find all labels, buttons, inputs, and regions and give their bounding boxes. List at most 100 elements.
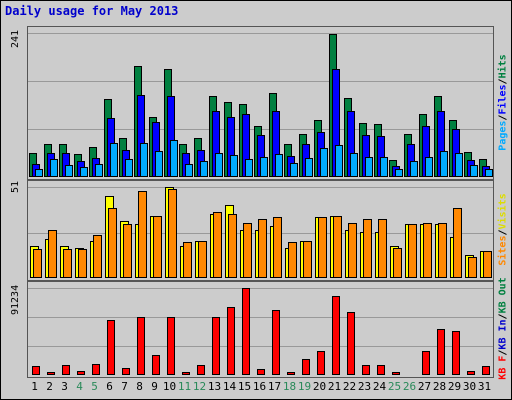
sites-bar — [198, 241, 207, 278]
kb-f-bar — [242, 288, 250, 375]
legend-separator: / — [497, 313, 509, 320]
pages-bar — [125, 159, 133, 177]
pages-bar — [290, 163, 298, 177]
legend-separator: / — [497, 349, 509, 356]
kb-f-bar — [452, 331, 460, 375]
sites-bar — [483, 251, 492, 278]
x-tick-label: 22 — [342, 380, 357, 393]
pages-bar — [50, 159, 58, 177]
pages-bar — [395, 169, 403, 177]
x-tick-label: 5 — [91, 380, 98, 393]
sites-bar — [273, 217, 282, 278]
kb-f-bar — [77, 371, 85, 375]
kb-f-bar — [62, 365, 70, 375]
sites-bar — [288, 242, 297, 278]
kb-f-bar — [152, 355, 160, 375]
x-tick-label: 15 — [237, 380, 252, 393]
pages-bar — [110, 143, 118, 177]
x-tick-label: 21 — [327, 380, 342, 393]
kb-f-bar — [257, 369, 265, 375]
sites-bar — [303, 241, 312, 278]
kb-f-bar — [482, 366, 490, 375]
legend-sites: Sites — [497, 235, 509, 266]
kb-f-bar — [302, 359, 310, 375]
x-tick-label: 14 — [222, 380, 237, 393]
sites-bar — [378, 219, 387, 278]
pages-bar — [275, 154, 283, 177]
kb-f-bar — [122, 368, 130, 375]
x-tick-label: 29 — [447, 380, 462, 393]
x-tick-label: 17 — [267, 380, 282, 393]
sites-bar — [453, 208, 462, 278]
sites-bar — [48, 230, 57, 278]
kb-f-bar — [92, 364, 100, 375]
kb-f-bar — [377, 365, 385, 375]
legend-hits-files-pages: Pages/Files/Hits — [494, 26, 512, 178]
kbytes-panel — [27, 281, 494, 378]
sites-bar — [423, 223, 432, 278]
pages-bar — [80, 167, 88, 177]
x-tick-label: 12 — [192, 380, 207, 393]
legend-kb-f: KB F — [497, 355, 509, 380]
x-tick-label: 16 — [252, 380, 267, 393]
x-axis-day-labels: 1 2 3 4 5 6 7 8 9 10 11 12 13 14 15 16 17 18 19 20 21 22 23 24 2… — [27, 380, 492, 394]
visits-sites-panel — [27, 180, 494, 281]
kb-f-bar — [32, 366, 40, 375]
visits-sites-chart — [28, 187, 493, 278]
pages-bar — [245, 159, 253, 177]
legend-kb-in: KB In — [497, 319, 509, 350]
kb-f-bar — [227, 307, 235, 375]
pages-bar — [35, 169, 43, 177]
x-tick-label: 19 — [297, 380, 312, 393]
x-tick-label: 6 — [106, 380, 113, 393]
ymax-label-kb: 91234 — [10, 284, 21, 315]
pages-bar — [455, 153, 463, 177]
x-tick-label: 28 — [432, 380, 447, 393]
x-tick-label: 13 — [207, 380, 222, 393]
kb-f-bar — [467, 371, 475, 375]
kb-f-bar — [437, 329, 445, 375]
pages-bar — [65, 165, 73, 177]
pages-bar — [140, 143, 148, 177]
pages-bar — [380, 157, 388, 177]
chart-title: Daily usage for May 2013 — [5, 4, 179, 18]
kb-f-bar — [422, 351, 430, 375]
sites-bar — [78, 249, 87, 278]
kb-f-bar — [332, 296, 340, 375]
kb-f-bar — [47, 372, 55, 375]
x-tick-label: 1 — [31, 380, 38, 393]
legend-hits: Hits — [497, 53, 509, 78]
pages-bar — [155, 151, 163, 177]
kb-f-bar — [287, 372, 295, 375]
sites-bar — [438, 223, 447, 278]
pages-bar — [95, 164, 103, 177]
sites-bar — [468, 257, 477, 278]
sites-bar — [63, 249, 72, 278]
kb-f-bar — [182, 372, 190, 375]
legend-kb-out: KB Out — [497, 277, 509, 314]
sites-bar — [33, 249, 42, 278]
legend-separator: / — [497, 77, 509, 84]
kb-f-bar — [167, 317, 175, 375]
kb-f-bar — [197, 365, 205, 375]
sites-bar — [333, 216, 342, 278]
pages-bar — [365, 157, 373, 177]
sites-bar — [408, 224, 417, 278]
pages-bar — [170, 140, 178, 177]
sites-bar — [93, 235, 102, 278]
sites-bar — [318, 217, 327, 278]
x-tick-label: 18 — [282, 380, 297, 393]
pages-bar — [440, 151, 448, 177]
ymax-label-visits: 51 — [10, 180, 21, 194]
sites-bar — [183, 242, 192, 278]
sites-bar — [243, 223, 252, 278]
kb-f-bar — [392, 372, 400, 375]
sites-bar — [153, 216, 162, 278]
sites-bar — [123, 224, 132, 278]
x-tick-label: 26 — [402, 380, 417, 393]
x-tick-label: 27 — [417, 380, 432, 393]
pages-bar — [215, 153, 223, 177]
pages-bar — [470, 165, 478, 177]
ymax-label-hits: 241 — [10, 29, 21, 49]
